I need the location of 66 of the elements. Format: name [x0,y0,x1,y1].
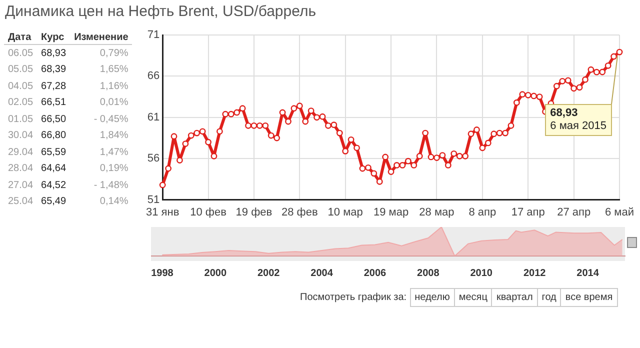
x-tick-label: 1998 [151,268,174,279]
text: Курс [37,30,70,44]
x-tick-label: 31 янв [146,206,180,218]
chart-title: Динамика цен на Нефть Brent, USD/баррель [5,3,316,20]
text: 68,39 [40,63,68,78]
text: 67,28 [40,80,68,94]
text: 28.04 [7,162,34,176]
text: 1,84% [98,129,130,144]
text: 64,64 [40,162,68,176]
x-tick-label: 2014 [576,268,600,279]
x-tick-label: 27 апр [557,206,591,218]
text: месяц [454,288,492,307]
x-tick-label: 2004 [310,268,334,279]
x-tick-label: 2002 [257,268,280,279]
text: 66,50 [40,112,68,127]
x-tick-label: 19 фев [236,206,272,218]
text: 1,16% [98,80,130,94]
y-tick-label: 71 [147,29,160,42]
text: 05.05 [7,63,34,78]
x-tick-label: 28 мар [419,206,454,218]
text: 0,79% [98,46,130,61]
y-tick-label: 66 [147,70,160,82]
x-tick-label: 19 мар [373,206,409,218]
text: 64,52 [40,178,68,193]
x-tick-label: 2012 [523,268,546,279]
text: 1,47% [98,146,130,160]
annotation: 68,93 6 мая 2015 [550,107,607,134]
text: - 1,48% [92,178,130,193]
text: 30.04 [7,129,34,144]
y-tick-label: 56 [147,152,160,165]
text: Изменение [70,30,132,44]
y-tick-label: 61 [147,111,160,124]
text: 06.05 [7,46,34,61]
text: 0,14% [98,195,130,210]
x-tick-label: 10 мар [328,206,363,218]
text: 66,51 [40,96,68,110]
text: 68,93 [40,46,68,61]
x-tick-label: 10 фев [190,206,227,218]
text: Дата [4,30,38,44]
text: 0,19% [98,162,130,176]
x-tick-label: 2010 [470,268,493,279]
x-tick-label: 2000 [204,268,227,279]
text: год [536,288,562,307]
text: - 0,45% [92,112,130,127]
text: Посмотреть график за: [300,292,407,303]
text: 29.04 [7,146,34,160]
y-tick-label: 51 [147,194,160,206]
text: 02.05 [7,96,34,110]
text: 25.04 [7,195,34,210]
text: 27.04 [7,178,34,193]
x-tick-label: 2006 [364,268,387,279]
x-tick-label: 28 фев [282,206,318,218]
text: квартал [491,288,538,307]
text: 04.05 [7,80,34,94]
x-tick-label: 8 апр [468,206,496,218]
text: 0,01% [98,96,130,110]
text: неделю [410,288,455,307]
text: 65,59 [40,146,68,160]
text: 1,65% [98,63,130,78]
text: 66,80 [40,129,68,144]
text: 01.05 [7,112,34,127]
x-tick-label: 17 апр [511,206,545,218]
x-tick-label: 6 май [605,206,634,218]
text: 65,49 [40,195,68,210]
text: все время [560,288,618,307]
x-tick-label: 2008 [417,268,440,279]
